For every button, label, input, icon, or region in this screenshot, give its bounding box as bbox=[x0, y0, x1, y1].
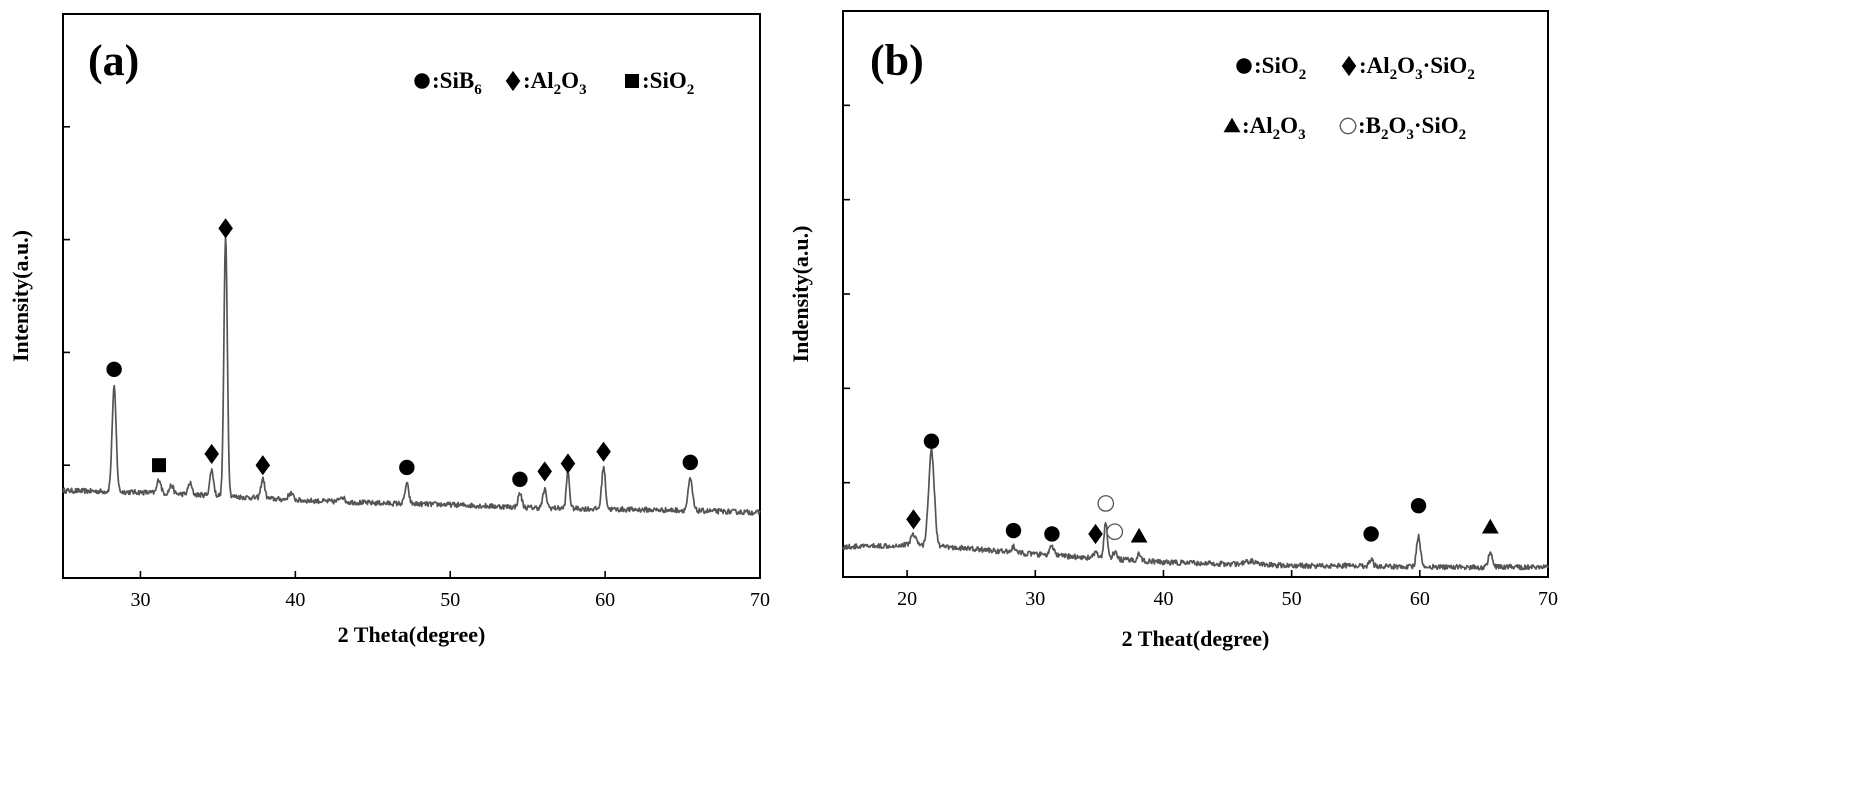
xrd-figure: 30 40 50 60 70 2 Theta(degree) Intensity(a.u.)… bbox=[0, 0, 1874, 795]
peak-marker-filled-diamond bbox=[906, 509, 921, 529]
xrd-pattern-line bbox=[843, 449, 1548, 569]
peak-marker-filled-circle bbox=[512, 472, 527, 487]
x-tick-label: 60 bbox=[595, 589, 615, 611]
legend-item: :SiO2 bbox=[1236, 53, 1306, 83]
chart-panel-b: 20 30 40 50 60 70 2 Theat(degree) Indensity(a.u… bbox=[788, 11, 1558, 651]
legend-label: :B2O3·SiO2 bbox=[1358, 113, 1466, 143]
x-tick-label: 60 bbox=[1410, 588, 1430, 610]
peak-marker-filled-diamond bbox=[218, 218, 233, 238]
peak-marker-filled-circle bbox=[683, 455, 698, 470]
y-axis-title: Indensity(a.u.) bbox=[788, 226, 813, 363]
legend-symbol-open-circle bbox=[1340, 118, 1355, 133]
legend-item: :SiO2 bbox=[625, 68, 694, 98]
x-tick-label: 20 bbox=[897, 588, 917, 610]
peak-marker-filled-circle bbox=[1411, 498, 1426, 513]
legend-label: :Al2O3 bbox=[523, 68, 587, 98]
legend-item: :SiB6 bbox=[414, 68, 482, 98]
x-axis-title: 2 Theta(degree) bbox=[338, 622, 486, 647]
legend-symbol-filled-circle bbox=[1236, 58, 1251, 73]
legend-symbol-filled-circle bbox=[414, 73, 429, 88]
peak-marker-filled-square bbox=[152, 458, 166, 472]
x-tick-label: 70 bbox=[750, 589, 770, 611]
plot-frame bbox=[843, 11, 1548, 577]
legend-symbol-filled-square bbox=[625, 74, 639, 88]
peak-marker-filled-triangle bbox=[1482, 519, 1499, 534]
peak-marker-filled-circle bbox=[1044, 526, 1059, 541]
peak-marker-open-circle bbox=[1098, 496, 1113, 511]
peak-marker-filled-circle bbox=[399, 460, 414, 475]
chart-panel-a: 30 40 50 60 70 2 Theta(degree) Intensity(a.u.)… bbox=[8, 14, 770, 647]
peak-marker-filled-diamond bbox=[256, 455, 271, 475]
x-tick-label: 50 bbox=[440, 589, 460, 611]
peak-marker-filled-diamond bbox=[537, 461, 552, 481]
x-tick-label: 40 bbox=[1153, 588, 1173, 610]
legend-item: :Al2O3 bbox=[1224, 113, 1306, 143]
legend-label: :SiB6 bbox=[432, 68, 482, 98]
legend-label: :Al2O3·SiO2 bbox=[1359, 53, 1475, 83]
peak-marker-filled-circle bbox=[1363, 526, 1378, 541]
peak-marker-filled-triangle bbox=[1131, 528, 1148, 543]
x-tick-label: 30 bbox=[1025, 588, 1045, 610]
panel-label: (a) bbox=[88, 36, 139, 85]
peak-marker-filled-diamond bbox=[1088, 524, 1103, 544]
x-axis-title: 2 Theat(degree) bbox=[1122, 626, 1270, 651]
legend-label: :SiO2 bbox=[1254, 53, 1306, 83]
x-tick-label: 40 bbox=[285, 589, 305, 611]
peak-marker-filled-circle bbox=[1006, 523, 1021, 538]
y-axis-title: Intensity(a.u.) bbox=[8, 230, 33, 362]
legend-symbol-filled-triangle bbox=[1224, 118, 1241, 133]
legend-symbol-filled-diamond bbox=[1342, 56, 1357, 76]
peak-marker-filled-diamond bbox=[204, 444, 219, 464]
peak-marker-open-circle bbox=[1107, 524, 1122, 539]
peak-marker-filled-circle bbox=[106, 362, 121, 377]
legend-item: :Al2O3·SiO2 bbox=[1342, 53, 1475, 83]
peak-marker-filled-circle bbox=[924, 433, 939, 448]
legend-item: :B2O3·SiO2 bbox=[1340, 113, 1466, 143]
legend-label: :Al2O3 bbox=[1242, 113, 1306, 143]
legend-symbol-filled-diamond bbox=[506, 71, 521, 91]
legend-item: :Al2O3 bbox=[506, 68, 587, 98]
x-tick-label: 30 bbox=[130, 589, 150, 611]
x-tick-label: 50 bbox=[1282, 588, 1302, 610]
panel-label: (b) bbox=[870, 36, 924, 85]
peak-marker-filled-diamond bbox=[596, 442, 611, 462]
x-tick-label: 70 bbox=[1538, 588, 1558, 610]
peak-marker-filled-diamond bbox=[561, 453, 576, 473]
legend-label: :SiO2 bbox=[642, 68, 694, 98]
